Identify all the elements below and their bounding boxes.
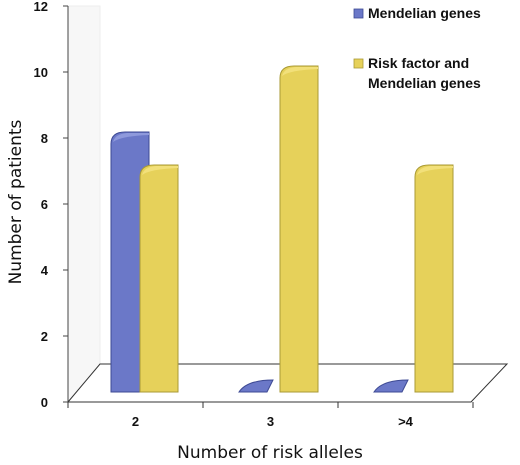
y-axis-label: Number of patients bbox=[6, 119, 26, 284]
y-tick-label: 10 bbox=[34, 65, 48, 80]
x-tick-label: 3 bbox=[267, 414, 274, 429]
y-tick-label: 6 bbox=[41, 197, 48, 212]
y-tick-label: 4 bbox=[41, 263, 49, 278]
bar bbox=[279, 65, 319, 393]
y-tick-label: 2 bbox=[41, 329, 48, 344]
bar-top-highlight bbox=[282, 67, 318, 76]
bar-top-highlight bbox=[417, 166, 453, 175]
bar-zero-disk bbox=[373, 379, 409, 393]
y-tick-label: 12 bbox=[34, 0, 48, 14]
bar bbox=[373, 379, 409, 393]
legend-swatch-mendelian bbox=[353, 8, 364, 19]
y-tick-label: 8 bbox=[41, 131, 48, 146]
bars-group bbox=[110, 65, 454, 393]
bar-body bbox=[279, 65, 319, 393]
x-axis-ticks: 2 3 >4 bbox=[67, 402, 474, 429]
legend: Mendelian genes Risk factor and Mendelian… bbox=[353, 5, 481, 91]
chart-back-wall bbox=[67, 5, 101, 404]
x-axis-label: Number of risk alleles bbox=[177, 443, 363, 463]
bar-top-highlight bbox=[142, 166, 178, 175]
y-axis-ticks: 0 2 4 6 8 10 12 bbox=[34, 0, 68, 410]
legend-swatch-risk-factor bbox=[353, 58, 364, 69]
bar bbox=[414, 164, 454, 393]
legend-label-mendelian: Mendelian genes bbox=[368, 5, 481, 21]
bar bbox=[238, 379, 274, 393]
y-tick-label: 0 bbox=[41, 395, 48, 410]
bar-body bbox=[414, 164, 454, 393]
bar bbox=[139, 164, 179, 393]
bar-top-highlight bbox=[113, 133, 149, 142]
bar-zero-disk bbox=[238, 379, 274, 393]
bar-body bbox=[139, 164, 179, 393]
x-tick-label: 2 bbox=[132, 414, 139, 429]
legend-label-risk-factor: Risk factor and Mendelian genes bbox=[368, 55, 481, 91]
x-tick-label: >4 bbox=[398, 414, 414, 429]
